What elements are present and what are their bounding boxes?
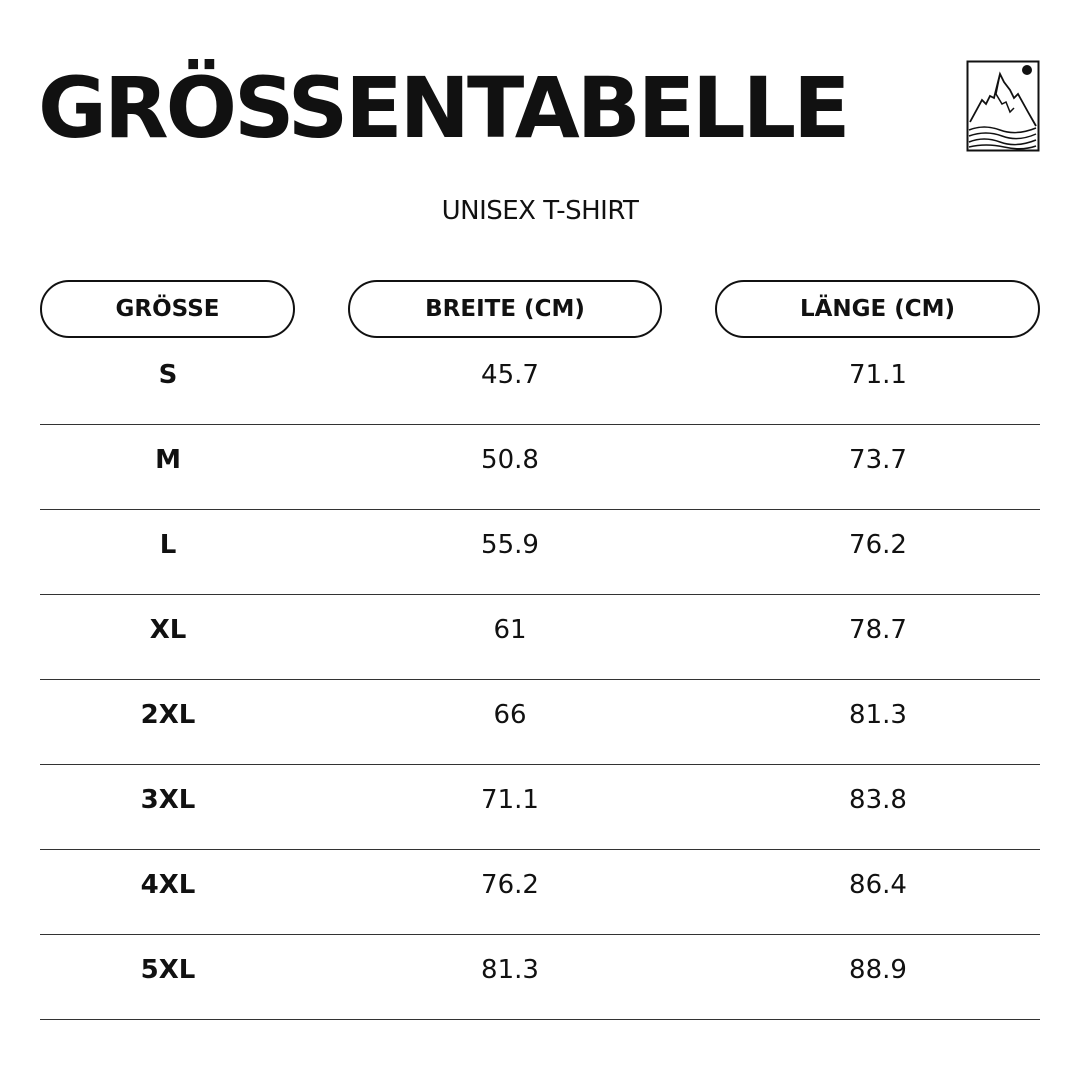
width-cell: 45.7 [481, 360, 539, 390]
table-row: XL 61 78.7 [40, 595, 1040, 680]
size-cell: S [158, 360, 178, 390]
size-cell: M [155, 445, 181, 475]
table-row: 3XL 71.1 83.8 [40, 765, 1040, 850]
size-table: S 45.7 71.1 M 50.8 73.7 L 55.9 76.2 XL 61 78.7 2XL 66… [40, 340, 1040, 1020]
width-cell: 81.3 [481, 955, 539, 985]
length-cell: 83.8 [849, 785, 907, 815]
size-cell: 3XL [140, 785, 196, 815]
size-cell: 5XL [140, 955, 196, 985]
length-cell: 88.9 [849, 955, 907, 985]
length-cell: 81.3 [849, 700, 907, 730]
table-row: 4XL 76.2 86.4 [40, 850, 1040, 935]
size-cell: 2XL [140, 700, 196, 730]
table-row: M 50.8 73.7 [40, 425, 1040, 510]
width-cell: 61 [493, 615, 527, 645]
width-cell: 71.1 [481, 785, 539, 815]
table-row: L 55.9 76.2 [40, 510, 1040, 595]
width-cell: 55.9 [481, 530, 539, 560]
width-cell: 76.2 [481, 870, 539, 900]
table-row: 5XL 81.3 88.9 [40, 935, 1040, 1020]
width-cell: 66 [493, 700, 527, 730]
header-size: GRÖSSE [40, 280, 295, 338]
length-cell: 71.1 [849, 360, 907, 390]
length-cell: 86.4 [849, 870, 907, 900]
length-cell: 73.7 [849, 445, 907, 475]
width-cell: 50.8 [481, 445, 539, 475]
header-length: LÄNGE (CM) [715, 280, 1040, 338]
product-subtitle: UNISEX T-SHIRT [441, 196, 639, 226]
length-cell: 76.2 [849, 530, 907, 560]
header-width: BREITE (CM) [348, 280, 662, 338]
length-cell: 78.7 [849, 615, 907, 645]
table-row: S 45.7 71.1 [40, 340, 1040, 425]
mountain-logo-icon [966, 60, 1040, 152]
table-row: 2XL 66 81.3 [40, 680, 1040, 765]
page-title: GRÖSSENTABELLE [38, 59, 851, 157]
size-cell: 4XL [140, 870, 196, 900]
size-cell: XL [149, 615, 187, 645]
size-cell: L [159, 530, 177, 560]
